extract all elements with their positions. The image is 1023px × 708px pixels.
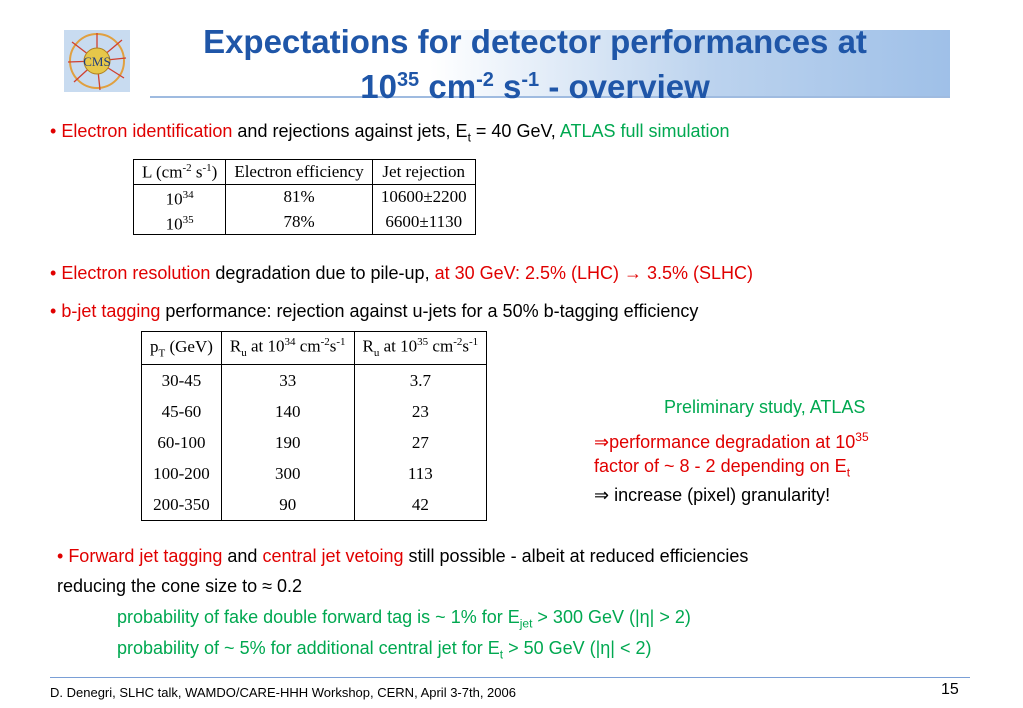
col-header-rejection: Jet rejection: [371, 159, 476, 185]
electron-id-table: L (cm-2 s-1) Electron efficiency Jet rej…: [132, 159, 476, 236]
fake-tag-probability: probability of fake double forward tag i…: [117, 607, 691, 631]
degradation-note: ⇒performance degradation at 1035: [594, 430, 869, 452]
title-band: [150, 30, 950, 96]
bullet-electron-id: • Electron identification and rejections…: [50, 121, 730, 145]
bullet-electron-resolution: • Electron resolution degradation due to…: [50, 263, 754, 283]
col-header-ru-1035: Ru at 1035 cm-2s-1: [353, 331, 488, 365]
cone-size-line: reducing the cone size to ≈ 0.2: [57, 576, 303, 596]
table-row: 60-100 190 27: [141, 427, 488, 458]
preliminary-study-note: Preliminary study, ATLAS: [664, 397, 866, 417]
footer-rule: [50, 677, 970, 678]
bullet-bjet-tagging: • b-jet tagging performance: rejection a…: [50, 301, 699, 321]
bjet-rejection-table: pT (GeV) Ru at 1034 cm-2s-1 Ru at 1035 c…: [141, 331, 488, 521]
svg-text:CMS: CMS: [83, 54, 110, 69]
table-row: 200-350 90 42: [141, 489, 488, 521]
col-header-efficiency: Electron efficiency: [225, 159, 373, 185]
table-row: 1035 78% 6600±1130: [132, 209, 476, 236]
central-jet-probability: probability of ~ 5% for additional centr…: [117, 638, 652, 662]
page-number: 15: [941, 681, 959, 698]
col-header-ru-1034: Ru at 1034 cm-2s-1: [220, 331, 355, 365]
title-rule: [150, 96, 950, 98]
footer-text: D. Denegri, SLHC talk, WAMDO/CARE-HHH Wo…: [50, 685, 516, 700]
bullet-forward-jet: • Forward jet tagging and central jet ve…: [57, 546, 749, 566]
table-row: 1034 81% 10600±2200: [132, 184, 476, 210]
col-header-pt: pT (GeV): [141, 331, 222, 365]
col-header-luminosity: L (cm-2 s-1): [132, 159, 227, 185]
cms-logo-icon: CMS: [64, 30, 130, 92]
table-row: 100-200 300 113: [141, 458, 488, 489]
page-title: Expectations for detector performances a…: [203, 23, 867, 105]
factor-note: factor of ~ 8 - 2 depending on Et: [594, 456, 851, 480]
table-row: 45-60 140 23: [141, 396, 488, 427]
granularity-note: ⇒ increase (pixel) granularity!: [594, 485, 831, 505]
table-row: 30-45 33 3.7: [141, 364, 488, 396]
